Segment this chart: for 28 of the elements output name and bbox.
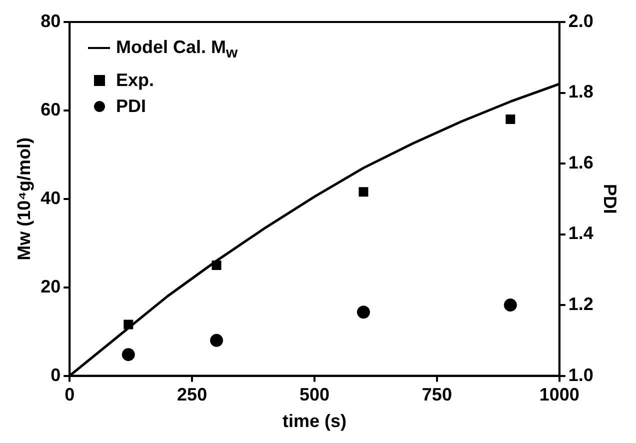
y2-axis-title: PDI xyxy=(600,184,620,214)
y2-tick-label: 1.8 xyxy=(568,82,594,102)
legend-label: PDI xyxy=(116,96,146,116)
x-tick-label: 0 xyxy=(64,384,75,405)
y-tick-label: 60 xyxy=(40,99,61,120)
point xyxy=(358,187,368,197)
x-tick-label: 500 xyxy=(299,384,330,405)
point xyxy=(356,306,370,319)
y-tick-label: 80 xyxy=(40,10,61,31)
x-tick-label: 750 xyxy=(422,384,452,405)
x-axis-title: time (s) xyxy=(282,411,347,432)
x-tick-label: 250 xyxy=(177,384,208,405)
y-tick-label: 40 xyxy=(40,188,61,208)
y2-tick-label: 1.6 xyxy=(568,152,594,172)
y2-tick-label: 1.4 xyxy=(568,223,594,244)
point xyxy=(122,348,135,362)
legend-label: Exp. xyxy=(116,70,154,90)
point xyxy=(504,298,517,312)
legend-label: Model Cal. M$_{w}$ xyxy=(116,37,238,62)
y2-tick-label: 1.2 xyxy=(568,294,594,314)
y-tick-label: 0 xyxy=(50,364,61,385)
x-tick-label: 1000 xyxy=(539,384,580,405)
y2-tick-label: 2.0 xyxy=(568,10,594,31)
point xyxy=(210,334,224,347)
y2-tick-label: 1.0 xyxy=(568,364,594,385)
point xyxy=(506,114,516,124)
y-axis-title: Mw (10⁴g/mol) xyxy=(14,137,34,260)
y-tick-label: 20 xyxy=(40,276,61,296)
